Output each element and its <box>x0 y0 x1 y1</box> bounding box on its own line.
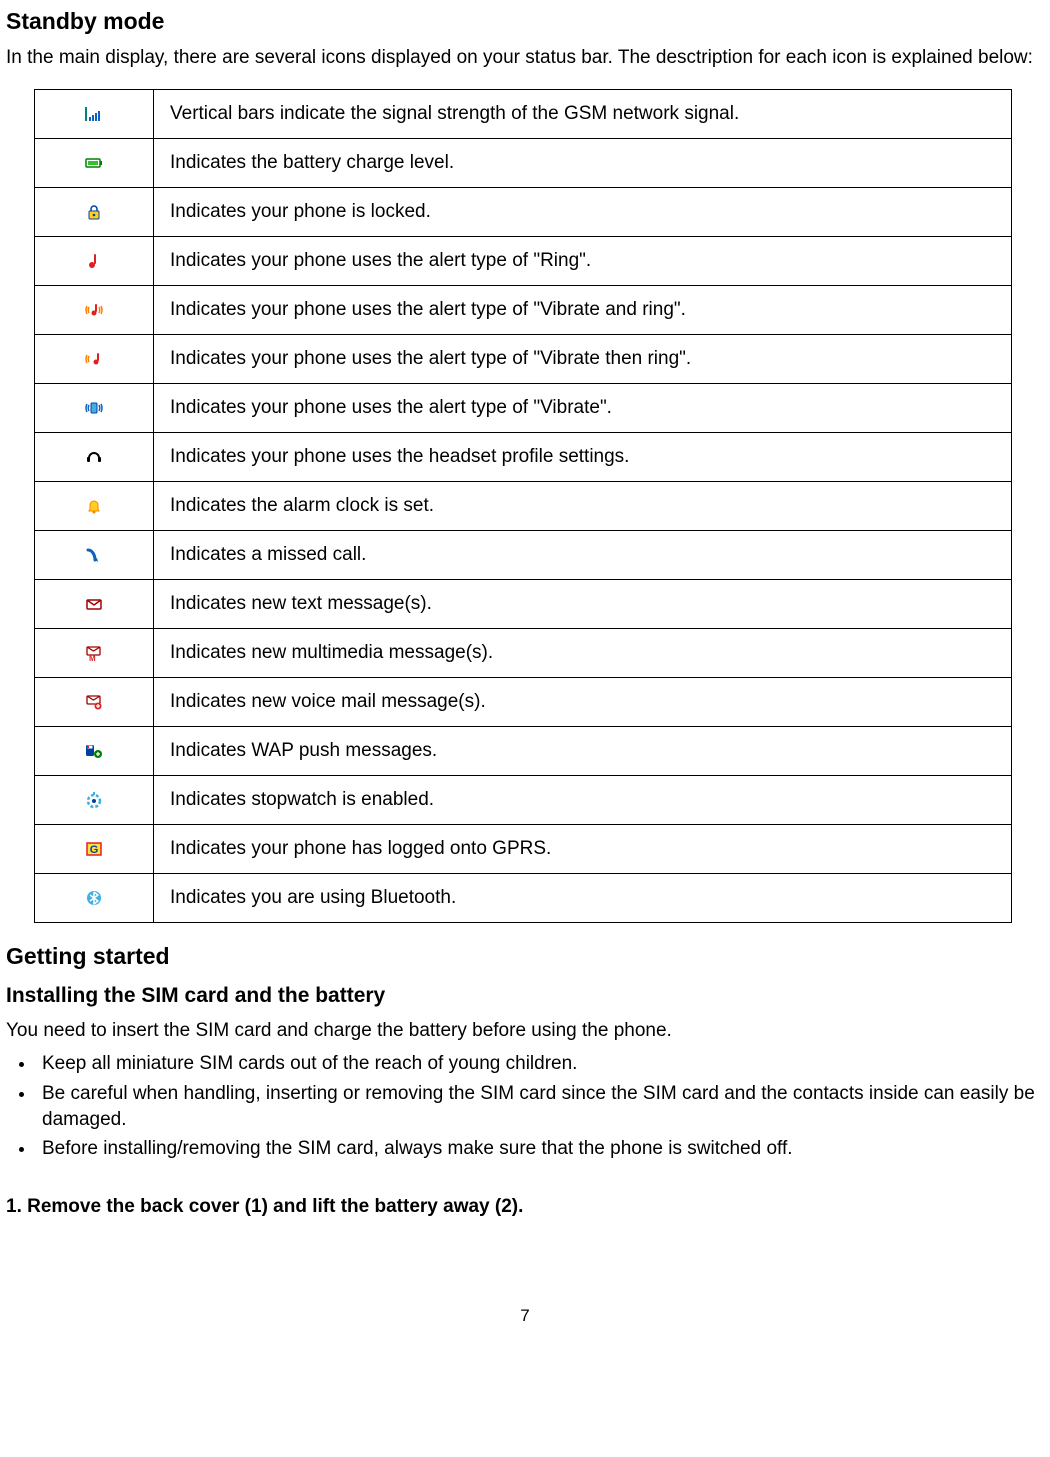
ring-icon <box>35 236 154 285</box>
table-row: Indicates you are using Bluetooth. <box>35 873 1012 922</box>
table-row: Indicates your phone uses the alert type… <box>35 285 1012 334</box>
table-row: M Indicates new multimedia message(s). <box>35 628 1012 677</box>
table-row: Indicates a missed call. <box>35 530 1012 579</box>
icon-description: Indicates your phone uses the headset pr… <box>154 432 1012 481</box>
vibrate-icon <box>35 383 154 432</box>
icon-description: Indicates your phone uses the alert type… <box>154 236 1012 285</box>
icon-description: Indicates your phone has logged onto GPR… <box>154 824 1012 873</box>
table-row: Indicates your phone uses the alert type… <box>35 383 1012 432</box>
sms-icon <box>35 579 154 628</box>
stopwatch-icon <box>35 775 154 824</box>
table-row: Indicates new voice mail message(s). <box>35 677 1012 726</box>
getting-started-bullets: Keep all miniature SIM cards out of the … <box>6 1051 1044 1162</box>
wap-push-icon <box>35 726 154 775</box>
icon-description: Indicates your phone uses the alert type… <box>154 383 1012 432</box>
icon-description: Indicates the alarm clock is set. <box>154 481 1012 530</box>
icon-description: Vertical bars indicate the signal streng… <box>154 89 1012 138</box>
icon-description: Indicates your phone is locked. <box>154 187 1012 236</box>
vibrate-then-ring-icon <box>35 334 154 383</box>
icon-description: Indicates stopwatch is enabled. <box>154 775 1012 824</box>
vibrate-ring-icon <box>35 285 154 334</box>
svg-text:M: M <box>89 654 96 662</box>
icon-description: Indicates new multimedia message(s). <box>154 628 1012 677</box>
icon-description: Indicates a missed call. <box>154 530 1012 579</box>
icon-description: Indicates you are using Bluetooth. <box>154 873 1012 922</box>
gprs-icon: G <box>35 824 154 873</box>
table-row: Indicates your phone uses the alert type… <box>35 236 1012 285</box>
bluetooth-icon <box>35 873 154 922</box>
alarm-icon <box>35 481 154 530</box>
icon-description: Indicates new voice mail message(s). <box>154 677 1012 726</box>
icon-description: Indicates your phone uses the alert type… <box>154 285 1012 334</box>
standby-heading: Standby mode <box>6 8 1044 35</box>
list-item: Be careful when handling, inserting or r… <box>36 1081 1044 1132</box>
table-row: Indicates WAP push messages. <box>35 726 1012 775</box>
list-item: Before installing/removing the SIM card,… <box>36 1136 1044 1162</box>
installing-sim-heading: Installing the SIM card and the battery <box>6 984 1044 1008</box>
lock-icon <box>35 187 154 236</box>
icon-description-table: Vertical bars indicate the signal streng… <box>34 89 1012 923</box>
table-row: Indicates new text message(s). <box>35 579 1012 628</box>
table-row: Indicates your phone is locked. <box>35 187 1012 236</box>
battery-icon <box>35 138 154 187</box>
table-row: Indicates stopwatch is enabled. <box>35 775 1012 824</box>
table-row: Indicates your phone uses the headset pr… <box>35 432 1012 481</box>
voicemail-icon <box>35 677 154 726</box>
getting-started-heading: Getting started <box>6 943 1044 970</box>
table-row: G Indicates your phone has logged onto GP… <box>35 824 1012 873</box>
table-row: Vertical bars indicate the signal streng… <box>35 89 1012 138</box>
list-item: Keep all miniature SIM cards out of the … <box>36 1051 1044 1077</box>
page-number: 7 <box>6 1306 1044 1326</box>
missed-call-icon <box>35 530 154 579</box>
table-row: Indicates the alarm clock is set. <box>35 481 1012 530</box>
headset-icon <box>35 432 154 481</box>
step-1: 1. Remove the back cover (1) and lift th… <box>6 1196 1044 1218</box>
svg-text:G: G <box>90 844 99 856</box>
table-row: Indicates the battery charge level. <box>35 138 1012 187</box>
icon-description: Indicates your phone uses the alert type… <box>154 334 1012 383</box>
getting-started-intro: You need to insert the SIM card and char… <box>6 1018 1044 1044</box>
signal-icon <box>35 89 154 138</box>
mms-icon: M <box>35 628 154 677</box>
table-row: Indicates your phone uses the alert type… <box>35 334 1012 383</box>
icon-description: Indicates new text message(s). <box>154 579 1012 628</box>
icon-description: Indicates the battery charge level. <box>154 138 1012 187</box>
standby-intro: In the main display, there are several i… <box>6 45 1044 71</box>
icon-description: Indicates WAP push messages. <box>154 726 1012 775</box>
